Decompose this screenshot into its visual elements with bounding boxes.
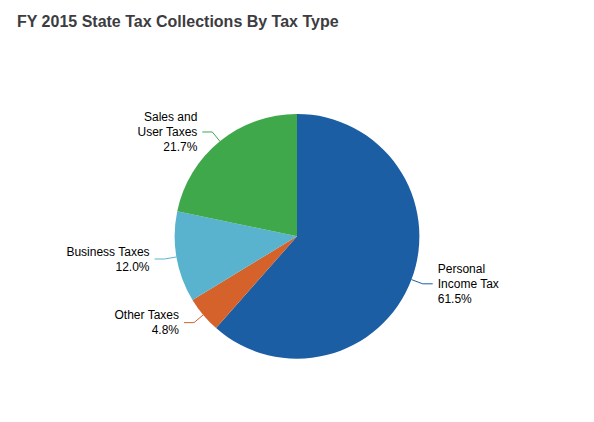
svg-text:Income Tax: Income Tax: [438, 277, 499, 291]
svg-text:Other Taxes: Other Taxes: [115, 308, 179, 322]
svg-text:12.0%: 12.0%: [116, 260, 150, 274]
svg-text:21.7%: 21.7%: [163, 140, 197, 154]
svg-text:4.8%: 4.8%: [152, 323, 180, 337]
svg-text:61.5%: 61.5%: [438, 292, 472, 306]
svg-text:Personal: Personal: [438, 262, 485, 276]
svg-text:Sales and: Sales and: [144, 110, 197, 124]
svg-text:FY 2015 State Tax Collections: FY 2015 State Tax Collections By Tax Typ…: [17, 13, 339, 30]
svg-text:Business Taxes: Business Taxes: [66, 245, 149, 259]
svg-text:User Taxes: User Taxes: [138, 125, 198, 139]
